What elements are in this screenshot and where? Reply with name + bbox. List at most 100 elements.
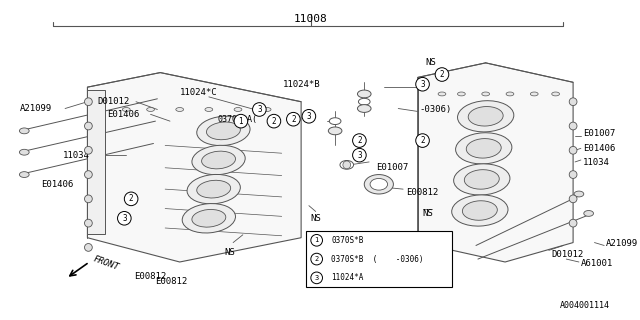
Text: 2: 2	[357, 136, 362, 145]
Text: E00812: E00812	[406, 188, 438, 196]
Text: 1: 1	[314, 237, 319, 243]
Text: A61001: A61001	[581, 260, 613, 268]
Ellipse shape	[234, 108, 242, 111]
Text: 1: 1	[239, 117, 243, 126]
Circle shape	[343, 161, 351, 169]
Circle shape	[569, 195, 577, 203]
Ellipse shape	[574, 191, 584, 197]
Text: E01406: E01406	[583, 144, 615, 153]
Ellipse shape	[196, 180, 230, 198]
Ellipse shape	[552, 92, 559, 96]
Text: 0370S*B: 0370S*B	[332, 236, 364, 245]
Circle shape	[435, 68, 449, 81]
Text: E01007: E01007	[583, 129, 615, 138]
Ellipse shape	[506, 92, 514, 96]
Text: 2: 2	[440, 70, 444, 79]
Ellipse shape	[340, 161, 353, 169]
Ellipse shape	[456, 133, 512, 164]
Bar	[306, 231, 452, 287]
Ellipse shape	[176, 108, 184, 111]
Ellipse shape	[192, 210, 226, 227]
Circle shape	[84, 219, 92, 227]
Text: 3: 3	[314, 275, 319, 281]
Text: 3: 3	[357, 151, 362, 160]
Text: 3: 3	[307, 112, 311, 121]
Text: 11034: 11034	[583, 158, 610, 167]
Ellipse shape	[263, 108, 271, 111]
Circle shape	[569, 122, 577, 130]
Ellipse shape	[358, 105, 371, 112]
Circle shape	[353, 134, 366, 148]
Ellipse shape	[147, 108, 154, 111]
Circle shape	[311, 235, 323, 246]
Ellipse shape	[467, 139, 501, 158]
Ellipse shape	[458, 101, 514, 132]
Text: NS: NS	[225, 248, 236, 257]
Text: 11024*A: 11024*A	[332, 273, 364, 282]
Text: 11021*B: 11021*B	[330, 241, 367, 250]
Circle shape	[124, 192, 138, 206]
Circle shape	[569, 147, 577, 154]
Ellipse shape	[328, 127, 342, 135]
Text: 3: 3	[122, 214, 127, 223]
Circle shape	[416, 77, 429, 91]
Text: 2: 2	[129, 194, 134, 203]
Ellipse shape	[182, 204, 236, 233]
Ellipse shape	[330, 118, 341, 124]
Text: A21099: A21099	[606, 239, 638, 248]
Ellipse shape	[584, 211, 593, 216]
Ellipse shape	[192, 145, 245, 175]
Circle shape	[311, 272, 323, 284]
Text: NS: NS	[310, 214, 321, 223]
Circle shape	[267, 114, 281, 128]
Ellipse shape	[462, 201, 497, 220]
Ellipse shape	[196, 116, 250, 146]
Text: E00812: E00812	[156, 277, 188, 286]
Text: A21099: A21099	[19, 104, 52, 113]
Circle shape	[311, 253, 323, 265]
Ellipse shape	[187, 174, 241, 204]
Text: -0306): -0306)	[420, 105, 452, 114]
Text: A004001114: A004001114	[560, 300, 610, 309]
Text: D01012: D01012	[97, 97, 129, 106]
Text: 2: 2	[420, 136, 425, 145]
Circle shape	[353, 148, 366, 162]
Ellipse shape	[413, 240, 422, 245]
Text: D01012: D01012	[552, 250, 584, 259]
Ellipse shape	[358, 90, 371, 98]
Circle shape	[84, 147, 92, 154]
Ellipse shape	[205, 108, 212, 111]
Ellipse shape	[19, 149, 29, 155]
Circle shape	[84, 98, 92, 106]
Text: E00812: E00812	[134, 272, 166, 281]
Ellipse shape	[207, 122, 241, 140]
Circle shape	[234, 114, 248, 128]
Circle shape	[569, 171, 577, 179]
Text: NS: NS	[426, 58, 436, 68]
Ellipse shape	[370, 179, 388, 190]
Text: 0370S*A(: 0370S*A(	[218, 115, 257, 124]
Text: 0370S*B  (    -0306): 0370S*B ( -0306)	[332, 255, 424, 264]
Text: 3: 3	[420, 80, 425, 89]
Ellipse shape	[19, 172, 29, 178]
Ellipse shape	[452, 195, 508, 226]
Text: 11024*C: 11024*C	[180, 87, 218, 97]
Circle shape	[287, 112, 300, 126]
Circle shape	[84, 122, 92, 130]
Polygon shape	[88, 73, 301, 262]
Ellipse shape	[468, 107, 503, 126]
Text: 2: 2	[291, 115, 296, 124]
Text: FRONT: FRONT	[92, 255, 120, 273]
Circle shape	[569, 98, 577, 106]
Circle shape	[84, 244, 92, 251]
Ellipse shape	[454, 164, 510, 195]
Text: E01007: E01007	[376, 163, 408, 172]
Text: E01406: E01406	[41, 180, 73, 189]
Ellipse shape	[482, 92, 490, 96]
Text: 2: 2	[314, 256, 319, 262]
Text: 3: 3	[257, 105, 262, 114]
Ellipse shape	[531, 92, 538, 96]
Circle shape	[84, 171, 92, 179]
Text: NS: NS	[422, 209, 433, 218]
Ellipse shape	[364, 175, 394, 194]
